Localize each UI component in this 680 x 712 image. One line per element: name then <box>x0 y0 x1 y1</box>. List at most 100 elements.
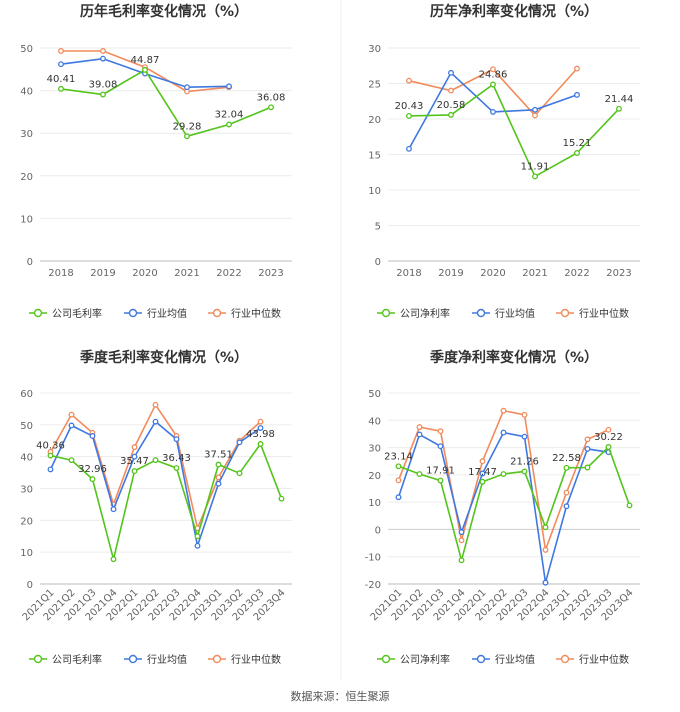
data-point <box>500 429 507 436</box>
data-point <box>131 468 138 475</box>
y-tick-label: 10 <box>20 548 33 559</box>
legend-marker <box>33 308 43 318</box>
data-point <box>448 111 454 118</box>
data-point <box>406 145 412 152</box>
data-point <box>521 468 528 475</box>
data-point <box>215 474 222 481</box>
data-point <box>142 66 148 73</box>
data-point <box>458 557 465 564</box>
data-label: 32.04 <box>215 110 244 121</box>
data-label: 17.91 <box>426 466 455 477</box>
data-label: 39.08 <box>89 80 118 91</box>
data-label: 20.43 <box>395 101 424 112</box>
data-point <box>268 104 274 111</box>
chart-title: 历年毛利率变化情况（%） <box>80 3 248 20</box>
data-point <box>500 471 507 477</box>
y-tick-label: 30 <box>368 444 381 455</box>
x-tick-label: 2021 <box>174 268 199 279</box>
data-label: 36.08 <box>257 92 286 103</box>
data-label: 36.43 <box>162 453 191 464</box>
x-tick-label: 2018 <box>396 268 421 279</box>
data-point <box>100 48 106 54</box>
y-tick-label: 10 <box>368 498 381 509</box>
data-point <box>58 61 64 68</box>
legend-marker <box>128 308 138 318</box>
data-point <box>152 401 159 408</box>
data-label: 15.21 <box>563 138 592 149</box>
data-point <box>490 81 496 88</box>
data-point <box>437 428 444 435</box>
data-point <box>68 411 75 418</box>
y-tick-label: 20 <box>20 172 33 183</box>
legend-label: 公司毛利率 <box>52 307 102 320</box>
data-point <box>395 477 402 484</box>
legend-marker <box>33 654 43 664</box>
data-point <box>490 66 496 73</box>
x-tick-label: 2022 <box>216 268 241 279</box>
data-point <box>416 471 423 477</box>
data-point <box>532 112 538 119</box>
data-point <box>236 470 243 477</box>
data-label: 44.87 <box>131 55 160 66</box>
y-tick-label: 0 <box>27 257 33 268</box>
data-label: 11.91 <box>521 161 550 172</box>
data-point <box>521 433 528 440</box>
data-point <box>584 445 591 452</box>
data-point <box>490 108 496 115</box>
y-tick-label: -20 <box>365 580 381 591</box>
data-point <box>257 418 264 425</box>
data-point <box>532 106 538 113</box>
legend-label: 行业中位数 <box>579 653 629 666</box>
y-tick-label: 0 <box>27 580 33 591</box>
y-tick-label: 50 <box>20 421 33 432</box>
data-point <box>131 453 138 460</box>
data-label: 40.36 <box>36 441 65 452</box>
chart-title: 历年净利率变化情况（%） <box>430 3 598 20</box>
legend-marker <box>560 654 570 664</box>
legend-label: 行业均值 <box>495 653 535 666</box>
data-point <box>458 537 465 544</box>
x-tick-label: 2021 <box>522 268 547 279</box>
x-tick-label: 2020 <box>132 268 157 279</box>
data-point <box>194 533 201 540</box>
data-point <box>173 436 180 443</box>
legend-marker <box>128 654 138 664</box>
data-label: 37.51 <box>204 450 233 461</box>
y-tick-label: 20 <box>368 471 381 482</box>
data-point <box>395 494 402 501</box>
data-point <box>47 466 54 473</box>
data-point <box>257 425 264 431</box>
data-label: 43.98 <box>246 429 275 440</box>
data-point <box>236 439 243 446</box>
data-point <box>437 443 444 450</box>
data-point <box>100 55 106 62</box>
data-point <box>226 121 232 128</box>
data-label: 17.47 <box>468 467 497 478</box>
data-point <box>479 478 486 485</box>
data-point <box>226 83 232 90</box>
legend-marker <box>476 308 486 318</box>
data-point <box>584 436 591 443</box>
data-point <box>395 463 402 470</box>
data-point <box>100 91 106 98</box>
y-tick-label: 30 <box>20 129 33 140</box>
data-point <box>563 503 570 510</box>
data-point <box>542 579 549 586</box>
legend-marker <box>212 654 222 664</box>
series-line-0 <box>408 83 620 178</box>
legend-label: 公司净利率 <box>400 653 450 666</box>
data-point <box>574 91 580 98</box>
data-point <box>448 69 454 76</box>
legend-label: 行业均值 <box>147 653 187 666</box>
legend-label: 行业中位数 <box>231 653 281 666</box>
data-point <box>448 87 454 94</box>
y-tick-label: -10 <box>365 553 381 564</box>
data-point <box>278 495 285 502</box>
y-tick-label: 25 <box>368 80 381 91</box>
data-point <box>110 506 117 513</box>
data-point <box>416 424 423 431</box>
data-point <box>215 480 222 487</box>
legend-label: 公司净利率 <box>400 307 450 320</box>
data-point <box>458 529 465 536</box>
x-tick-label: 2022 <box>564 268 589 279</box>
